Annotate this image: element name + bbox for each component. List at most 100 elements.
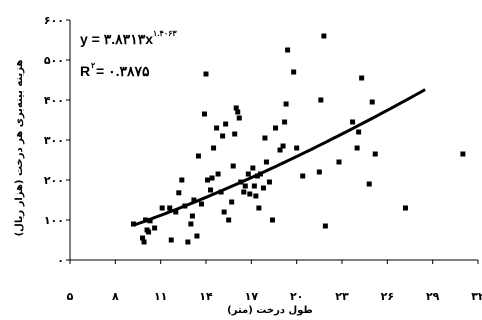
y-tick-label: ۳۰۰	[44, 134, 64, 147]
data-point	[283, 101, 289, 107]
data-point	[322, 223, 328, 229]
r-squared-superscript: ۲	[91, 61, 96, 70]
data-point	[366, 181, 372, 187]
data-point	[316, 169, 322, 175]
data-point	[201, 111, 207, 117]
data-point	[241, 189, 247, 195]
data-point	[300, 173, 306, 179]
data-point	[277, 147, 283, 153]
data-point	[198, 201, 204, 207]
data-point	[140, 235, 146, 241]
data-point	[143, 217, 149, 223]
data-point	[147, 218, 153, 224]
x-tick-label: ۲۶	[381, 290, 394, 303]
data-point	[273, 125, 279, 131]
data-point	[262, 135, 268, 141]
data-point	[238, 179, 244, 185]
data-point	[350, 119, 356, 125]
data-point	[141, 239, 147, 245]
data-point	[191, 197, 197, 203]
data-point	[211, 145, 217, 151]
data-point	[242, 183, 248, 189]
equation-text: y = ۳.۸۳۱۳x	[80, 31, 153, 47]
x-tick-label: ۲۹	[426, 290, 440, 303]
x-tick-label: ۲۰	[290, 290, 303, 303]
data-point	[223, 121, 229, 127]
r-squared-value: = ۰.۳۸۷۵	[96, 63, 150, 79]
data-point	[173, 209, 179, 215]
data-point	[146, 229, 152, 235]
data-point	[291, 69, 297, 75]
data-point	[195, 153, 201, 159]
data-point	[282, 119, 288, 125]
data-point	[356, 129, 362, 135]
data-point	[168, 237, 174, 243]
data-point	[250, 165, 256, 171]
data-point	[182, 203, 188, 209]
data-point	[354, 145, 360, 151]
data-point	[221, 209, 227, 215]
data-point	[189, 213, 195, 219]
data-point	[185, 239, 191, 245]
data-point	[226, 217, 232, 223]
data-point	[215, 171, 221, 177]
data-point	[253, 193, 259, 199]
equation-annotation: y = ۳.۸۳۱۳x ۱.۴۰۶۳ R ۲ = ۰.۳۸۷۵	[80, 29, 177, 79]
x-tick-label: ۲۳	[335, 290, 349, 303]
y-axis-title: هزینه بینه‌بری هر درخت (هزار ریال)	[14, 60, 25, 237]
x-tick-label: ۳۲	[471, 290, 482, 303]
data-point	[233, 105, 239, 111]
data-point	[321, 33, 327, 39]
x-axis-title: طول درخت (متر)	[227, 305, 313, 316]
data-point	[236, 115, 242, 121]
data-point	[167, 205, 173, 211]
data-point	[245, 171, 251, 177]
data-point	[203, 71, 209, 77]
data-point	[251, 183, 257, 189]
data-point	[402, 205, 408, 211]
y-tick-label: ۲۰۰	[44, 174, 64, 187]
data-point	[280, 143, 286, 149]
data-point	[194, 233, 200, 239]
data-point	[214, 125, 220, 131]
data-point	[176, 190, 182, 196]
data-point	[235, 109, 241, 115]
x-tick-label: ۱۷	[245, 290, 259, 303]
x-tick-label: ۸	[112, 290, 119, 303]
data-point	[209, 175, 215, 181]
y-tick-label: ۵۰۰	[44, 54, 64, 67]
data-point	[260, 185, 266, 191]
data-point	[256, 205, 262, 211]
data-point	[460, 151, 466, 157]
y-tick-label: ۱۰۰	[44, 214, 64, 227]
data-point	[179, 177, 185, 183]
data-point	[294, 145, 300, 151]
data-point	[318, 97, 324, 103]
y-tick-label: ۶۰۰	[44, 14, 64, 27]
x-tick-label: ۵	[67, 290, 74, 303]
data-point	[220, 133, 226, 139]
data-point	[205, 177, 211, 183]
data-point	[159, 205, 165, 211]
data-point	[336, 159, 342, 165]
data-point	[359, 75, 365, 81]
data-point	[229, 199, 235, 205]
data-point	[269, 217, 275, 223]
data-point	[285, 47, 291, 53]
equation-exponent: ۱.۴۰۶۳	[153, 29, 177, 38]
data-point	[152, 225, 158, 231]
data-point	[369, 99, 375, 105]
data-point	[266, 179, 272, 185]
y-tick-label: ۴۰۰	[44, 94, 64, 107]
data-point	[218, 189, 224, 195]
data-point	[230, 163, 236, 169]
data-point	[257, 171, 263, 177]
x-tick-label: ۱۴	[199, 290, 213, 303]
data-point	[188, 221, 194, 227]
r-squared-label: R	[80, 63, 90, 79]
trendline	[134, 88, 426, 227]
data-point	[208, 187, 214, 193]
data-point	[247, 191, 253, 197]
data-point	[130, 221, 136, 227]
